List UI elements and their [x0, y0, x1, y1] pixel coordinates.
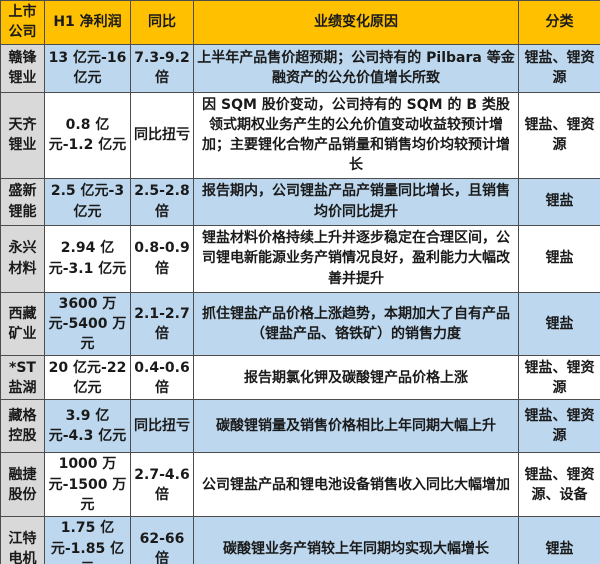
category-cell: 锂盐	[518, 177, 600, 226]
profit-cell: 13 亿元-16 亿元	[44, 43, 131, 93]
profit-cell: 1.75 亿元-1.85 亿元	[44, 516, 131, 564]
category-cell: 锂盐	[518, 291, 600, 357]
header-company: 上市公司	[0, 0, 45, 45]
category-cell: 锂盐	[518, 516, 600, 564]
header-yoy: 同比	[130, 0, 194, 45]
company-cell: 西藏矿业	[0, 291, 45, 357]
profit-cell: 20 亿元-22 亿元	[44, 355, 131, 401]
yoy-cell: 62-66 倍	[130, 516, 194, 564]
reason-cell: 碳酸锂业务产销较上年同期均实现大幅增长	[193, 516, 519, 564]
header-row: 上市公司 H1 净利润 同比 业绩变化原因 分类	[0, 0, 600, 45]
profit-cell: 3.9 亿元-4.3 亿元	[44, 399, 131, 454]
header-reason: 业绩变化原因	[193, 0, 519, 45]
reason-cell: 报告期内，公司锂盐产品产销量同比增长，且销售均价同比提升	[193, 177, 519, 226]
category-cell: 锂盐、锂资源	[518, 43, 600, 93]
table-row: 永兴材料 2.94 亿元-3.1 亿元 0.8-0.9 倍 锂盐材料价格持续上升…	[0, 224, 600, 293]
profit-cell: 2.5 亿元-3 亿元	[44, 177, 131, 226]
yoy-cell: 同比扭亏	[130, 91, 194, 179]
company-cell: 融捷股份	[0, 452, 45, 518]
yoy-cell: 2.5-2.8 倍	[130, 177, 194, 226]
category-cell: 锂盐、锂资源	[518, 355, 600, 401]
table-row: 融捷股份 1000 万元-1500 万元 2.7-4.6 倍 公司锂盐产品和锂电…	[0, 452, 600, 518]
table-header: 上市公司 H1 净利润 同比 业绩变化原因 分类	[0, 0, 600, 45]
category-cell: 锂盐	[518, 224, 600, 293]
table-row: *ST盐湖 20 亿元-22 亿元 0.4-0.6 倍 报告期氯化钾及碳酸锂产品…	[0, 355, 600, 401]
company-cell: *ST盐湖	[0, 355, 45, 401]
company-cell: 天齐锂业	[0, 91, 45, 179]
reason-cell: 上半年产品售价超预期；公司持有的 Pilbara 等金融资产的公允价值增长所致	[193, 43, 519, 93]
table-row: 藏格控股 3.9 亿元-4.3 亿元 同比扭亏 碳酸锂销量及销售价格相比上年同期…	[0, 399, 600, 454]
reason-cell: 锂盐材料价格持续上升并逐步稳定在合理区间，公司锂电新能源业务产销情况良好，盈利能…	[193, 224, 519, 293]
reason-cell: 因 SQM 股价变动，公司持有的 SQM 的 B 类股领式期权业务产生的公允价值…	[193, 91, 519, 179]
table-row: 西藏矿业 3600 万元-5400 万元 2.1-2.7 倍 抓住锂盐产品价格上…	[0, 291, 600, 357]
profit-cell: 3600 万元-5400 万元	[44, 291, 131, 357]
table-row: 天齐锂业 0.8 亿元-1.2 亿元 同比扭亏 因 SQM 股价变动，公司持有的…	[0, 91, 600, 179]
yoy-cell: 7.3-9.2 倍	[130, 43, 194, 93]
company-cell: 江特电机	[0, 516, 45, 564]
table-row: 江特电机 1.75 亿元-1.85 亿元 62-66 倍 碳酸锂业务产销较上年同…	[0, 516, 600, 564]
header-profit: H1 净利润	[44, 0, 131, 45]
table-row: 盛新锂能 2.5 亿元-3 亿元 2.5-2.8 倍 报告期内，公司锂盐产品产销…	[0, 177, 600, 226]
company-cell: 永兴材料	[0, 224, 45, 293]
header-category: 分类	[518, 0, 600, 45]
profit-cell: 2.94 亿元-3.1 亿元	[44, 224, 131, 293]
category-cell: 锂盐、锂资源	[518, 399, 600, 454]
company-cell: 赣锋锂业	[0, 43, 45, 93]
profit-cell: 1000 万元-1500 万元	[44, 452, 131, 518]
company-cell: 盛新锂能	[0, 177, 45, 226]
category-cell: 锂盐、锂资源、设备	[518, 452, 600, 518]
yoy-cell: 2.1-2.7 倍	[130, 291, 194, 357]
reason-cell: 报告期氯化钾及碳酸锂产品价格上涨	[193, 355, 519, 401]
table-body: 赣锋锂业 13 亿元-16 亿元 7.3-9.2 倍 上半年产品售价超预期；公司…	[0, 43, 600, 564]
reason-cell: 抓住锂盐产品价格上涨趋势，本期加大了自有产品（锂盐产品、铬铁矿）的销售力度	[193, 291, 519, 357]
reason-cell: 碳酸锂销量及销售价格相比上年同期大幅上升	[193, 399, 519, 454]
yoy-cell: 同比扭亏	[130, 399, 194, 454]
yoy-cell: 2.7-4.6 倍	[130, 452, 194, 518]
yoy-cell: 0.8-0.9 倍	[130, 224, 194, 293]
category-cell: 锂盐、锂资源	[518, 91, 600, 179]
table-row: 赣锋锂业 13 亿元-16 亿元 7.3-9.2 倍 上半年产品售价超预期；公司…	[0, 43, 600, 93]
profit-cell: 0.8 亿元-1.2 亿元	[44, 91, 131, 179]
yoy-cell: 0.4-0.6 倍	[130, 355, 194, 401]
company-cell: 藏格控股	[0, 399, 45, 454]
reason-cell: 公司锂盐产品和锂电池设备销售收入同比大幅增加	[193, 452, 519, 518]
